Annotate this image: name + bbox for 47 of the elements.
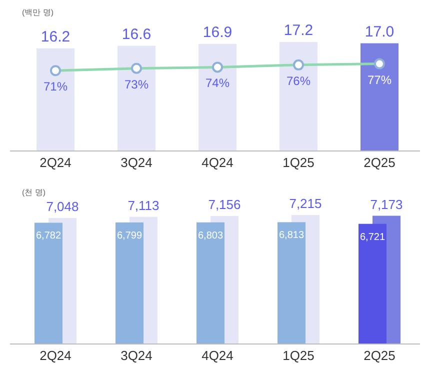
point <box>50 65 61 76</box>
x-tick-label: 3Q24 <box>120 348 152 363</box>
data-label: 16.2 <box>40 28 70 46</box>
x-tick-label: 1Q25 <box>282 348 314 363</box>
data-label: 6,799 <box>116 230 142 242</box>
x-tick-label: 2Q24 <box>40 348 72 363</box>
data-label: 76% <box>286 74 311 88</box>
point <box>374 58 385 70</box>
bar <box>196 222 224 344</box>
data-label: 7,156 <box>208 197 241 212</box>
y-axis-title: (백만 명) <box>22 8 54 17</box>
data-label: 74% <box>205 76 230 90</box>
data-label: 6,803 <box>198 230 224 242</box>
point <box>293 59 304 70</box>
data-label: 17.0 <box>364 23 394 40</box>
x-tick-label: 4Q24 <box>202 155 234 170</box>
data-label: 7,113 <box>128 198 160 213</box>
y-axis-title: (천 명) <box>22 188 46 197</box>
x-tick-label: 2Q25 <box>364 348 396 363</box>
point <box>131 62 142 74</box>
x-tick-label: 2Q24 <box>40 155 72 170</box>
data-label: 6,813 <box>278 230 304 242</box>
bar <box>118 46 156 151</box>
bar <box>360 43 398 151</box>
x-tick-label: 2Q25 <box>364 155 396 170</box>
bar <box>36 48 74 151</box>
bar <box>198 44 236 151</box>
data-label: 6,782 <box>36 230 62 242</box>
data-label: 17.2 <box>284 22 314 39</box>
data-label: 71% <box>43 80 68 94</box>
data-label: 77% <box>367 72 392 87</box>
data-label: 16.6 <box>122 26 152 43</box>
x-tick-label: 1Q25 <box>282 155 314 170</box>
data-label: 7,215 <box>289 196 322 211</box>
data-label: 73% <box>124 77 149 92</box>
x-tick-label: 4Q24 <box>202 348 234 363</box>
bar <box>358 224 386 344</box>
bar <box>280 42 318 151</box>
data-label: 16.9 <box>202 24 232 41</box>
bar <box>278 222 306 344</box>
data-label: 6,721 <box>360 232 386 243</box>
point <box>212 62 223 73</box>
x-tick-label: 3Q24 <box>120 155 152 170</box>
data-label: 7,173 <box>370 196 403 212</box>
data-label: 7,048 <box>46 198 79 214</box>
bar <box>116 222 144 344</box>
bar <box>34 222 62 344</box>
